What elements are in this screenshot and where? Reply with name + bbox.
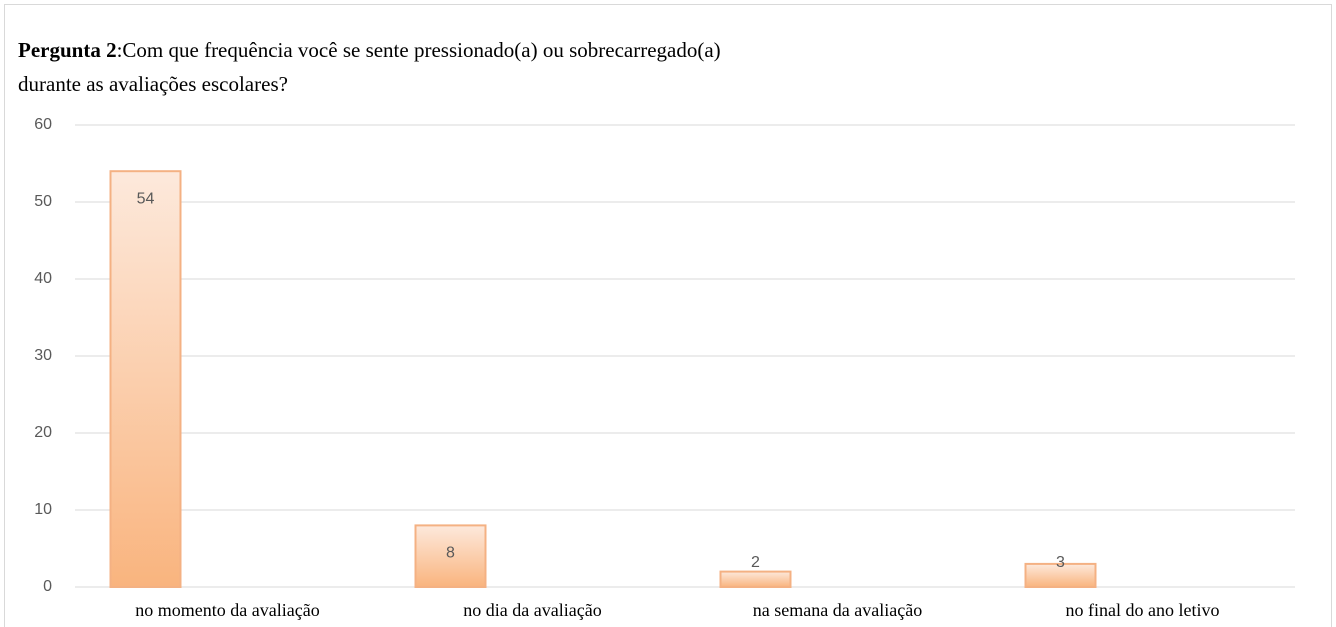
bar <box>1024 562 1097 589</box>
x-tick-label: na semana da avaliação <box>753 600 922 620</box>
x-tick-label: no dia da avaliação <box>463 600 601 620</box>
data-label: 2 <box>751 554 760 571</box>
bar <box>109 170 182 588</box>
y-tick-label: 30 <box>34 347 52 364</box>
y-tick-label: 20 <box>34 424 52 441</box>
data-label: 54 <box>137 190 155 207</box>
bar <box>414 524 487 589</box>
x-tick-label: no final do ano letivo <box>1066 600 1220 620</box>
x-tick-label: no momento da avaliação <box>135 600 319 620</box>
y-tick-label: 60 <box>34 116 52 133</box>
bar <box>719 570 792 588</box>
chart-border <box>4 4 1332 627</box>
y-tick-label: 10 <box>34 501 52 518</box>
y-tick-label: 40 <box>34 270 52 287</box>
title-label: Pergunta 2 <box>18 38 117 62</box>
y-tick-label: 0 <box>43 578 52 595</box>
data-label: 8 <box>446 545 455 562</box>
chart-title: durante as avaliações escolares? <box>18 72 288 96</box>
chart-title: Pergunta 2:Com que frequência você se se… <box>18 38 721 62</box>
title-text: :Com que frequência você se sente pressi… <box>117 38 721 62</box>
y-tick-label: 50 <box>34 193 52 210</box>
data-label: 3 <box>1056 554 1065 571</box>
